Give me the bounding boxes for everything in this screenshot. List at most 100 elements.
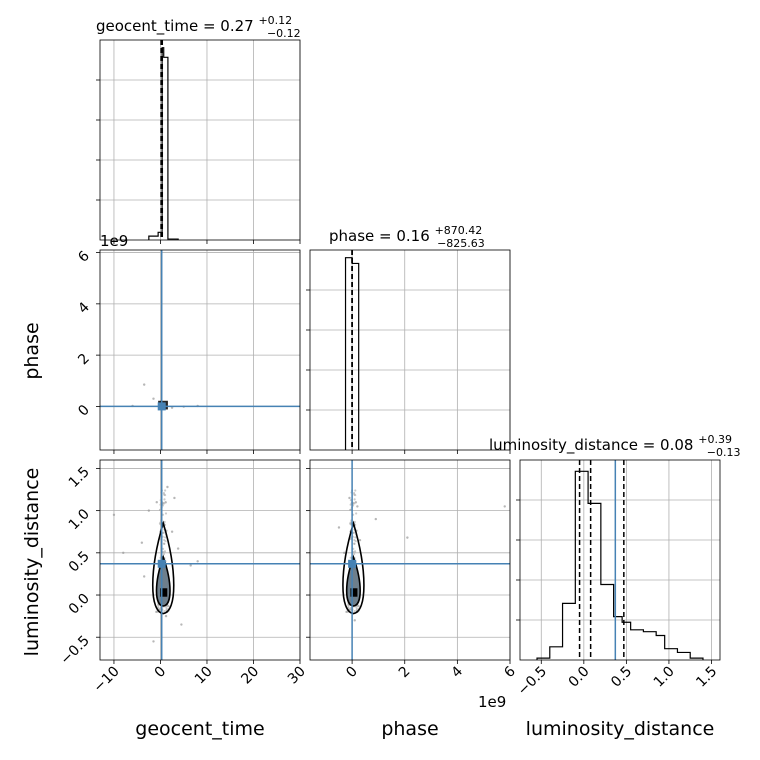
luminosity-distance-hist-step xyxy=(536,470,704,660)
tick-label-distance-x: 0.0 xyxy=(566,664,593,691)
distance-vs-geocent-point xyxy=(155,500,158,504)
distance-vs-geocent-density-point xyxy=(158,522,162,525)
distance-vs-geocent-truth-marker xyxy=(157,559,166,568)
distance-vs-phase-frame xyxy=(309,459,511,661)
tick-label-distance-y: 1.0 xyxy=(66,506,93,533)
distance-vs-phase-point xyxy=(503,505,506,508)
distance-vs-geocent-density-point xyxy=(162,501,165,505)
distance-vs-geocent-density-point xyxy=(165,607,168,610)
distance-vs-geocent-density-point xyxy=(162,552,166,556)
distance-vs-phase-density-point xyxy=(355,512,358,515)
distance-vs-geocent-density-point xyxy=(167,605,170,608)
distance-vs-geocent-point xyxy=(147,509,151,512)
distance-vs-phase-density-point xyxy=(354,489,357,492)
distance-vs-phase-point xyxy=(353,619,356,622)
phase-title: phase = 0.16 +870.42 −825.63 xyxy=(329,220,487,250)
tick-label-phase-x: 0 xyxy=(343,664,361,682)
distance-vs-geocent-density-point xyxy=(163,542,166,545)
tick-label-geocent-x: 20 xyxy=(238,664,262,688)
geocent-time-hist-step xyxy=(148,47,179,240)
distance-vs-geocent-point xyxy=(189,564,192,567)
marks-layer xyxy=(100,40,704,660)
tick-label-geocent-x: 10 xyxy=(192,664,216,688)
phase-x-offset-text: 1e9 xyxy=(478,693,506,711)
distance-vs-phase-point xyxy=(356,505,359,508)
distance-vs-phase-point xyxy=(406,536,409,539)
xlabel-luminosity-distance: luminosity_distance xyxy=(526,718,715,740)
distance-vs-phase-density-point xyxy=(349,508,352,512)
tick-label-distance-y: 0.5 xyxy=(66,548,93,575)
tick-labels: 0 2 4 6 −0.5 0.0 0.5 1.0 1.5 −10 0 10 20… xyxy=(57,248,720,699)
ylabel-phase: phase xyxy=(21,322,43,379)
distance-vs-geocent-density-point xyxy=(164,489,167,492)
luminosity-distance-hist-frame xyxy=(519,459,721,661)
tick-label-phase-x: 6 xyxy=(501,663,519,681)
distance-vs-phase-density-point xyxy=(349,522,352,525)
distance-vs-phase-density-point xyxy=(352,501,355,505)
distance-vs-geocent-frame xyxy=(99,459,301,661)
tick-label-phase-y: 4 xyxy=(75,299,93,317)
distance-vs-phase-point xyxy=(343,551,346,555)
tick-label-distance-x: −0.5 xyxy=(515,664,550,699)
tick-label-distance-y: 0.0 xyxy=(66,591,93,618)
phase-vs-geocent-point xyxy=(142,383,146,386)
tick-label-phase-y: 6 xyxy=(75,248,93,266)
distance-vs-phase-density-point xyxy=(353,493,356,496)
distance-vs-geocent-point xyxy=(166,485,169,489)
distance-vs-phase-density-point xyxy=(354,536,357,539)
grid-layer xyxy=(100,40,720,660)
distance-vs-geocent-point xyxy=(164,614,168,618)
distance-vs-geocent-density-point xyxy=(164,540,167,543)
tick-label-distance-x: 1.0 xyxy=(651,664,678,691)
luminosity-distance-title: luminosity_distance = 0.08 +0.39 −0.13 xyxy=(489,429,740,459)
tick-label-geocent-x: 30 xyxy=(285,664,309,688)
distance-vs-geocent-point xyxy=(196,560,199,563)
phase-y-offset-text: 1e9 xyxy=(100,232,128,250)
distance-vs-geocent-point xyxy=(180,623,183,626)
distance-vs-phase-density-point xyxy=(357,605,360,608)
distance-vs-geocent-density-point xyxy=(164,501,167,504)
distance-vs-geocent-point xyxy=(173,496,176,500)
distance-vs-geocent-density-point xyxy=(161,547,165,550)
tick-label-distance-x: 1.5 xyxy=(693,664,720,691)
distance-vs-phase-density-point xyxy=(355,607,358,610)
tick-label-phase-x: 4 xyxy=(449,663,467,681)
ylabel-luminosity-distance: luminosity_distance xyxy=(21,468,43,657)
phase-vs-geocent-frame xyxy=(99,249,301,451)
distance-vs-geocent-density-point xyxy=(164,536,167,539)
tick-label-distance-y: −0.5 xyxy=(57,633,92,668)
distance-vs-phase-point xyxy=(348,496,351,500)
distance-vs-phase-truth-marker xyxy=(348,559,357,568)
distance-vs-phase-density-point xyxy=(349,556,352,559)
distance-vs-phase-density-point xyxy=(353,542,356,545)
distance-vs-geocent-density-point xyxy=(162,550,165,553)
frames-layer xyxy=(96,39,721,664)
tick-label-phase-x: 2 xyxy=(396,664,414,682)
distance-vs-geocent-point xyxy=(112,513,116,517)
distance-vs-geocent-point xyxy=(176,547,180,550)
distance-vs-geocent-density-point xyxy=(163,493,166,496)
distance-vs-phase-point xyxy=(337,526,341,529)
tick-label-distance-y: 1.5 xyxy=(66,464,93,491)
phase-vs-geocent-point xyxy=(152,397,155,400)
distance-vs-geocent-density-point xyxy=(163,609,166,613)
tick-label-phase-y: 0 xyxy=(75,402,93,420)
distance-vs-geocent-density-point xyxy=(164,512,168,515)
distance-vs-phase-density-point xyxy=(353,498,356,501)
distance-vs-phase-density-point xyxy=(354,501,357,504)
distance-vs-geocent-point xyxy=(140,541,144,544)
distance-vs-geocent-point xyxy=(122,551,125,555)
distance-vs-geocent-point xyxy=(170,530,174,533)
distance-vs-geocent-density-point xyxy=(163,498,166,501)
distance-vs-phase-density-point xyxy=(353,609,356,613)
geocent-time-title: geocent_time = 0.27 +0.12 −0.12 xyxy=(96,10,301,40)
distance-vs-phase-density-point xyxy=(354,550,357,553)
distance-vs-geocent-density-core xyxy=(160,588,168,597)
tick-label-phase-y: 2 xyxy=(75,351,93,369)
xlabel-geocent-time: geocent_time xyxy=(135,718,264,740)
distance-vs-geocent-density-point xyxy=(162,531,166,534)
distance-vs-geocent-density-point xyxy=(163,520,166,524)
distance-vs-phase-density-point xyxy=(352,531,356,534)
distance-vs-geocent-point xyxy=(142,575,146,578)
